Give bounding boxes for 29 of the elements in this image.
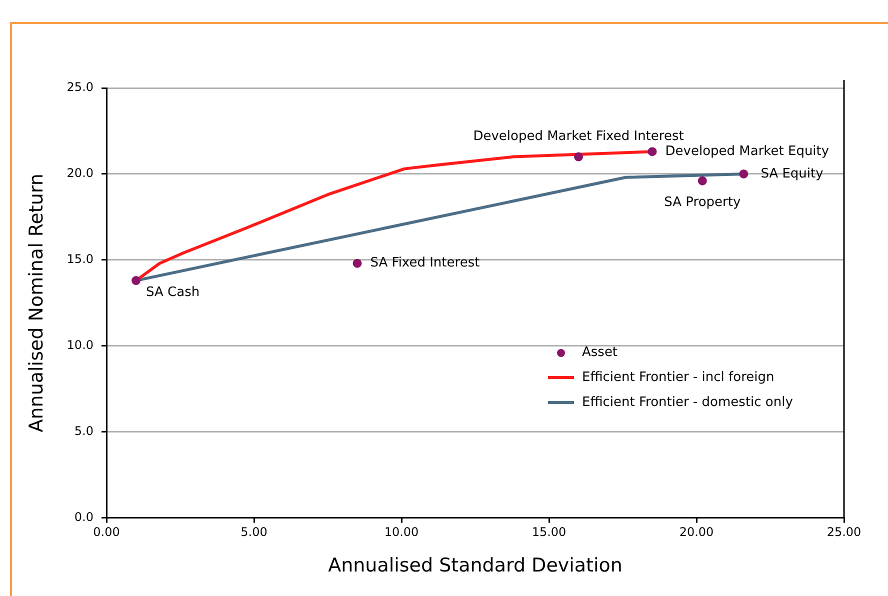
point xyxy=(698,176,707,186)
y-tick-label: 20.0 xyxy=(66,166,94,180)
annotation: SA Cash xyxy=(146,284,200,300)
point xyxy=(132,276,141,286)
annotation: Developed Market Fixed Interest xyxy=(473,129,684,144)
y-tick-label: 10.0 xyxy=(66,338,94,352)
point xyxy=(648,147,657,156)
legend-label: Efficient Frontier - incl foreign xyxy=(582,370,774,385)
point xyxy=(574,152,584,162)
point xyxy=(739,169,748,178)
x-tick-label: 15.00 xyxy=(532,525,566,540)
y-tick-label: 5.0 xyxy=(74,424,94,438)
y-tick-label: 0.0 xyxy=(74,510,94,524)
legend-label: Asset xyxy=(582,345,618,360)
annotation: SA Equity xyxy=(760,166,824,182)
y-tick-label: 15.0 xyxy=(66,252,94,266)
x-tick-label: 0.00 xyxy=(93,525,120,540)
x-tick-label: 20.00 xyxy=(679,525,714,540)
point xyxy=(352,258,362,268)
x-tick-label: 5.00 xyxy=(240,525,268,540)
legend-label: Efficient Frontier - domestic only xyxy=(582,395,793,410)
annotation: Developed Market Equity xyxy=(665,144,830,159)
x-tick-label: 10.00 xyxy=(384,525,419,540)
y-axis-title: Annualised Nominal Return xyxy=(25,174,48,432)
x-tick-label: 25.00 xyxy=(826,525,862,540)
annotation: SA Property xyxy=(664,195,741,210)
x-axis-title: Annualised Standard Deviation xyxy=(328,554,622,577)
annotation: SA Fixed Interest xyxy=(370,256,480,271)
y-tick-label: 25.0 xyxy=(66,80,94,94)
